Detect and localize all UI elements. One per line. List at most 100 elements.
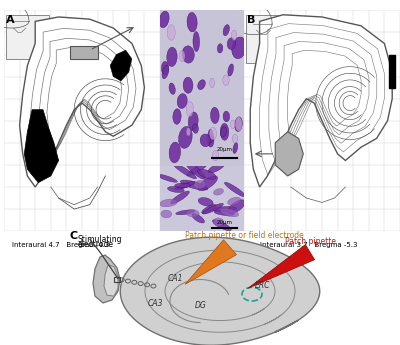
Ellipse shape <box>162 65 169 79</box>
Ellipse shape <box>202 205 216 214</box>
Ellipse shape <box>182 46 194 63</box>
Ellipse shape <box>180 180 208 190</box>
Ellipse shape <box>173 163 196 179</box>
Ellipse shape <box>210 78 214 88</box>
Ellipse shape <box>232 37 246 59</box>
Ellipse shape <box>235 117 242 131</box>
Text: Patch pipette: Patch pipette <box>285 237 336 246</box>
Ellipse shape <box>223 24 230 36</box>
Ellipse shape <box>208 134 214 147</box>
Ellipse shape <box>192 214 204 223</box>
Ellipse shape <box>186 128 191 136</box>
Ellipse shape <box>177 93 187 109</box>
Text: Patch pipette or field electrode: Patch pipette or field electrode <box>185 230 304 240</box>
Ellipse shape <box>233 142 238 154</box>
Text: ERC: ERC <box>255 281 270 290</box>
Ellipse shape <box>157 174 177 182</box>
Polygon shape <box>120 237 320 345</box>
Ellipse shape <box>227 38 236 49</box>
Ellipse shape <box>230 120 235 129</box>
Polygon shape <box>275 132 303 176</box>
Ellipse shape <box>212 220 231 231</box>
Polygon shape <box>93 255 120 303</box>
Bar <box>6 15 49 59</box>
Text: Interaural 3.7   Bregma -5.3: Interaural 3.7 Bregma -5.3 <box>260 242 357 248</box>
Bar <box>114 277 120 283</box>
Ellipse shape <box>212 150 218 161</box>
Ellipse shape <box>194 180 206 189</box>
Ellipse shape <box>170 191 189 204</box>
Text: Interaural 4.7   Bregma -4.3: Interaural 4.7 Bregma -4.3 <box>12 242 109 248</box>
Ellipse shape <box>167 25 175 40</box>
Polygon shape <box>20 17 144 187</box>
Ellipse shape <box>208 162 225 173</box>
Ellipse shape <box>193 31 200 51</box>
Ellipse shape <box>186 162 206 179</box>
Ellipse shape <box>198 198 213 206</box>
Ellipse shape <box>178 127 192 148</box>
Ellipse shape <box>168 186 184 193</box>
Text: C: C <box>70 230 78 240</box>
Ellipse shape <box>198 176 218 191</box>
Text: Stimulating: Stimulating <box>78 235 122 244</box>
Ellipse shape <box>174 181 195 190</box>
Polygon shape <box>24 110 59 183</box>
Ellipse shape <box>214 210 234 216</box>
Ellipse shape <box>198 169 216 179</box>
Ellipse shape <box>213 206 237 212</box>
Ellipse shape <box>214 189 224 195</box>
Ellipse shape <box>176 210 195 215</box>
Ellipse shape <box>169 83 175 95</box>
Ellipse shape <box>228 197 241 205</box>
Text: A: A <box>6 15 14 25</box>
Ellipse shape <box>210 127 216 140</box>
Text: 20μm: 20μm <box>217 147 233 152</box>
Ellipse shape <box>228 64 234 76</box>
Ellipse shape <box>161 210 172 218</box>
Polygon shape <box>250 15 392 187</box>
Ellipse shape <box>183 77 193 93</box>
Ellipse shape <box>213 218 224 226</box>
Ellipse shape <box>160 199 177 207</box>
Ellipse shape <box>220 124 229 140</box>
Ellipse shape <box>220 208 239 217</box>
Text: CA3: CA3 <box>148 299 164 308</box>
Bar <box>389 55 395 88</box>
Ellipse shape <box>202 204 223 214</box>
Bar <box>70 46 98 59</box>
Ellipse shape <box>210 107 219 124</box>
Ellipse shape <box>169 142 180 163</box>
Ellipse shape <box>217 44 223 53</box>
Text: electrode: electrode <box>78 240 114 249</box>
Ellipse shape <box>223 111 230 122</box>
Ellipse shape <box>232 134 238 143</box>
Ellipse shape <box>186 101 194 117</box>
Ellipse shape <box>235 117 242 131</box>
Ellipse shape <box>198 80 205 90</box>
Polygon shape <box>110 50 132 81</box>
Text: CA1: CA1 <box>168 275 184 284</box>
Ellipse shape <box>232 30 237 40</box>
Ellipse shape <box>223 75 229 86</box>
Ellipse shape <box>186 209 199 217</box>
Bar <box>246 15 292 63</box>
Text: B: B <box>247 15 256 25</box>
Polygon shape <box>104 265 118 296</box>
Ellipse shape <box>220 127 226 137</box>
Ellipse shape <box>187 162 208 176</box>
Ellipse shape <box>173 109 181 124</box>
Polygon shape <box>248 245 315 288</box>
Ellipse shape <box>187 12 197 32</box>
Polygon shape <box>185 240 236 284</box>
Ellipse shape <box>188 112 198 131</box>
Ellipse shape <box>224 182 246 197</box>
Ellipse shape <box>175 183 191 188</box>
Ellipse shape <box>162 61 168 75</box>
Ellipse shape <box>159 11 169 28</box>
Ellipse shape <box>228 200 246 213</box>
Ellipse shape <box>200 134 210 147</box>
Ellipse shape <box>179 50 185 62</box>
Ellipse shape <box>192 124 198 133</box>
Text: DG: DG <box>195 301 207 310</box>
Text: 20μm: 20μm <box>217 220 233 225</box>
